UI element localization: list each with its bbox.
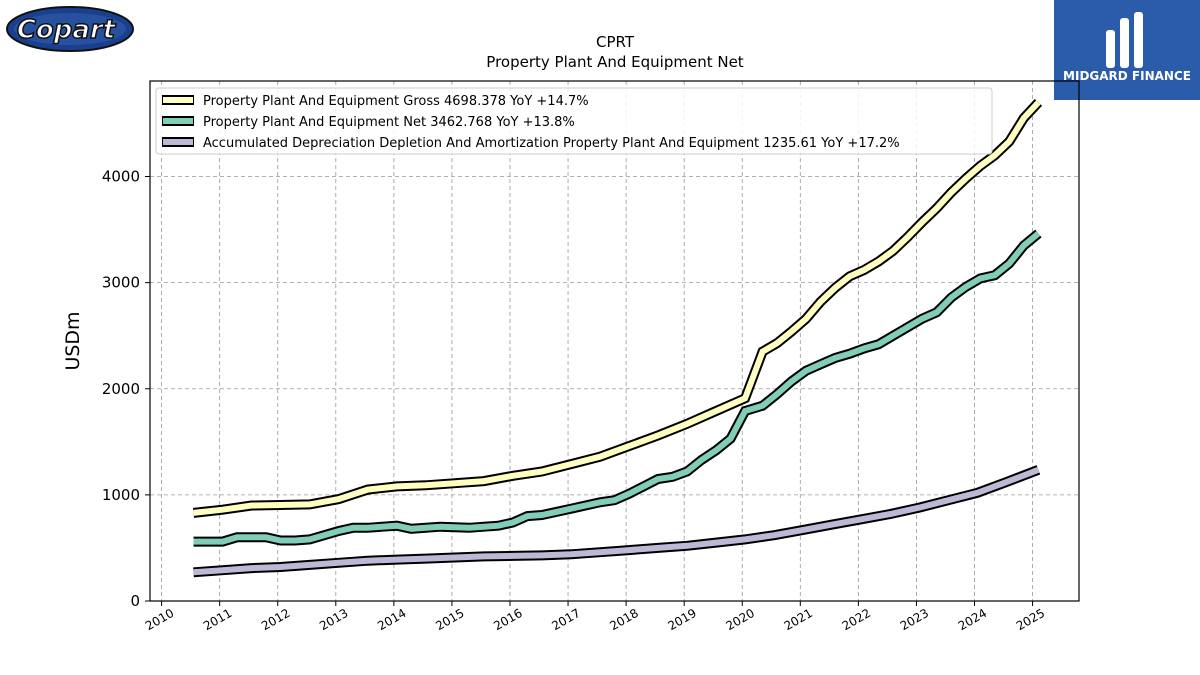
legend: Property Plant And Equipment Gross 4698.…	[155, 87, 993, 155]
x-tick-label: 2011	[201, 606, 234, 633]
x-tick-label: 2017	[549, 606, 582, 633]
chart-title: CPRT	[596, 33, 635, 51]
x-tick-label: 2014	[375, 606, 408, 633]
y-tick-label: 2000	[102, 380, 140, 398]
x-tick-label: 2022	[840, 606, 873, 633]
y-axis-label: USDm	[62, 311, 84, 370]
x-tick-label: 2021	[782, 606, 815, 633]
x-tick-label: 2013	[317, 606, 350, 633]
x-tick-label: 2012	[259, 606, 292, 633]
series-line-1	[193, 100, 1041, 516]
x-tick-label: 2020	[724, 606, 757, 633]
x-tick-label: 2024	[956, 606, 989, 633]
copart-logo: Copart	[6, 6, 134, 52]
chart-subtitle: Property Plant And Equipment Net	[486, 53, 743, 71]
x-tick-label: 2018	[607, 606, 640, 633]
x-tick-label: 2023	[898, 606, 931, 633]
x-tick-label: 2015	[433, 606, 466, 633]
y-tick-label: 0	[130, 592, 140, 610]
y-tick-label: 1000	[102, 486, 140, 504]
x-tick-label: 2025	[1014, 606, 1047, 633]
series-line-2	[193, 231, 1041, 545]
midgard-finance-logo: MIDGARD FINANCE	[1054, 0, 1200, 100]
midgard-emblem-icon	[1106, 12, 1143, 68]
series-line-3	[193, 466, 1040, 576]
y-tick-label: 3000	[102, 274, 140, 292]
y-tick-label: 4000	[102, 168, 140, 186]
legend-entry-2: Property Plant And Equipment Net 3462.76…	[203, 115, 575, 130]
series-lines	[192, 98, 1043, 578]
x-tick-label: 2016	[491, 606, 524, 633]
legend-entry-3: Accumulated Depreciation Depletion And A…	[203, 136, 900, 151]
copart-logo-text: Copart	[17, 15, 117, 45]
legend-box	[155, 87, 993, 155]
grid	[150, 81, 1079, 601]
x-tick-label: 2010	[143, 606, 176, 633]
series-outline-3	[193, 465, 1041, 578]
plot-frame	[149, 80, 1080, 602]
x-tick-label: 2019	[665, 606, 698, 633]
midgard-logo-text: MIDGARD FINANCE	[1063, 69, 1191, 83]
legend-entry-1: Property Plant And Equipment Gross 4698.…	[203, 94, 589, 109]
series-outline-2	[193, 229, 1042, 547]
